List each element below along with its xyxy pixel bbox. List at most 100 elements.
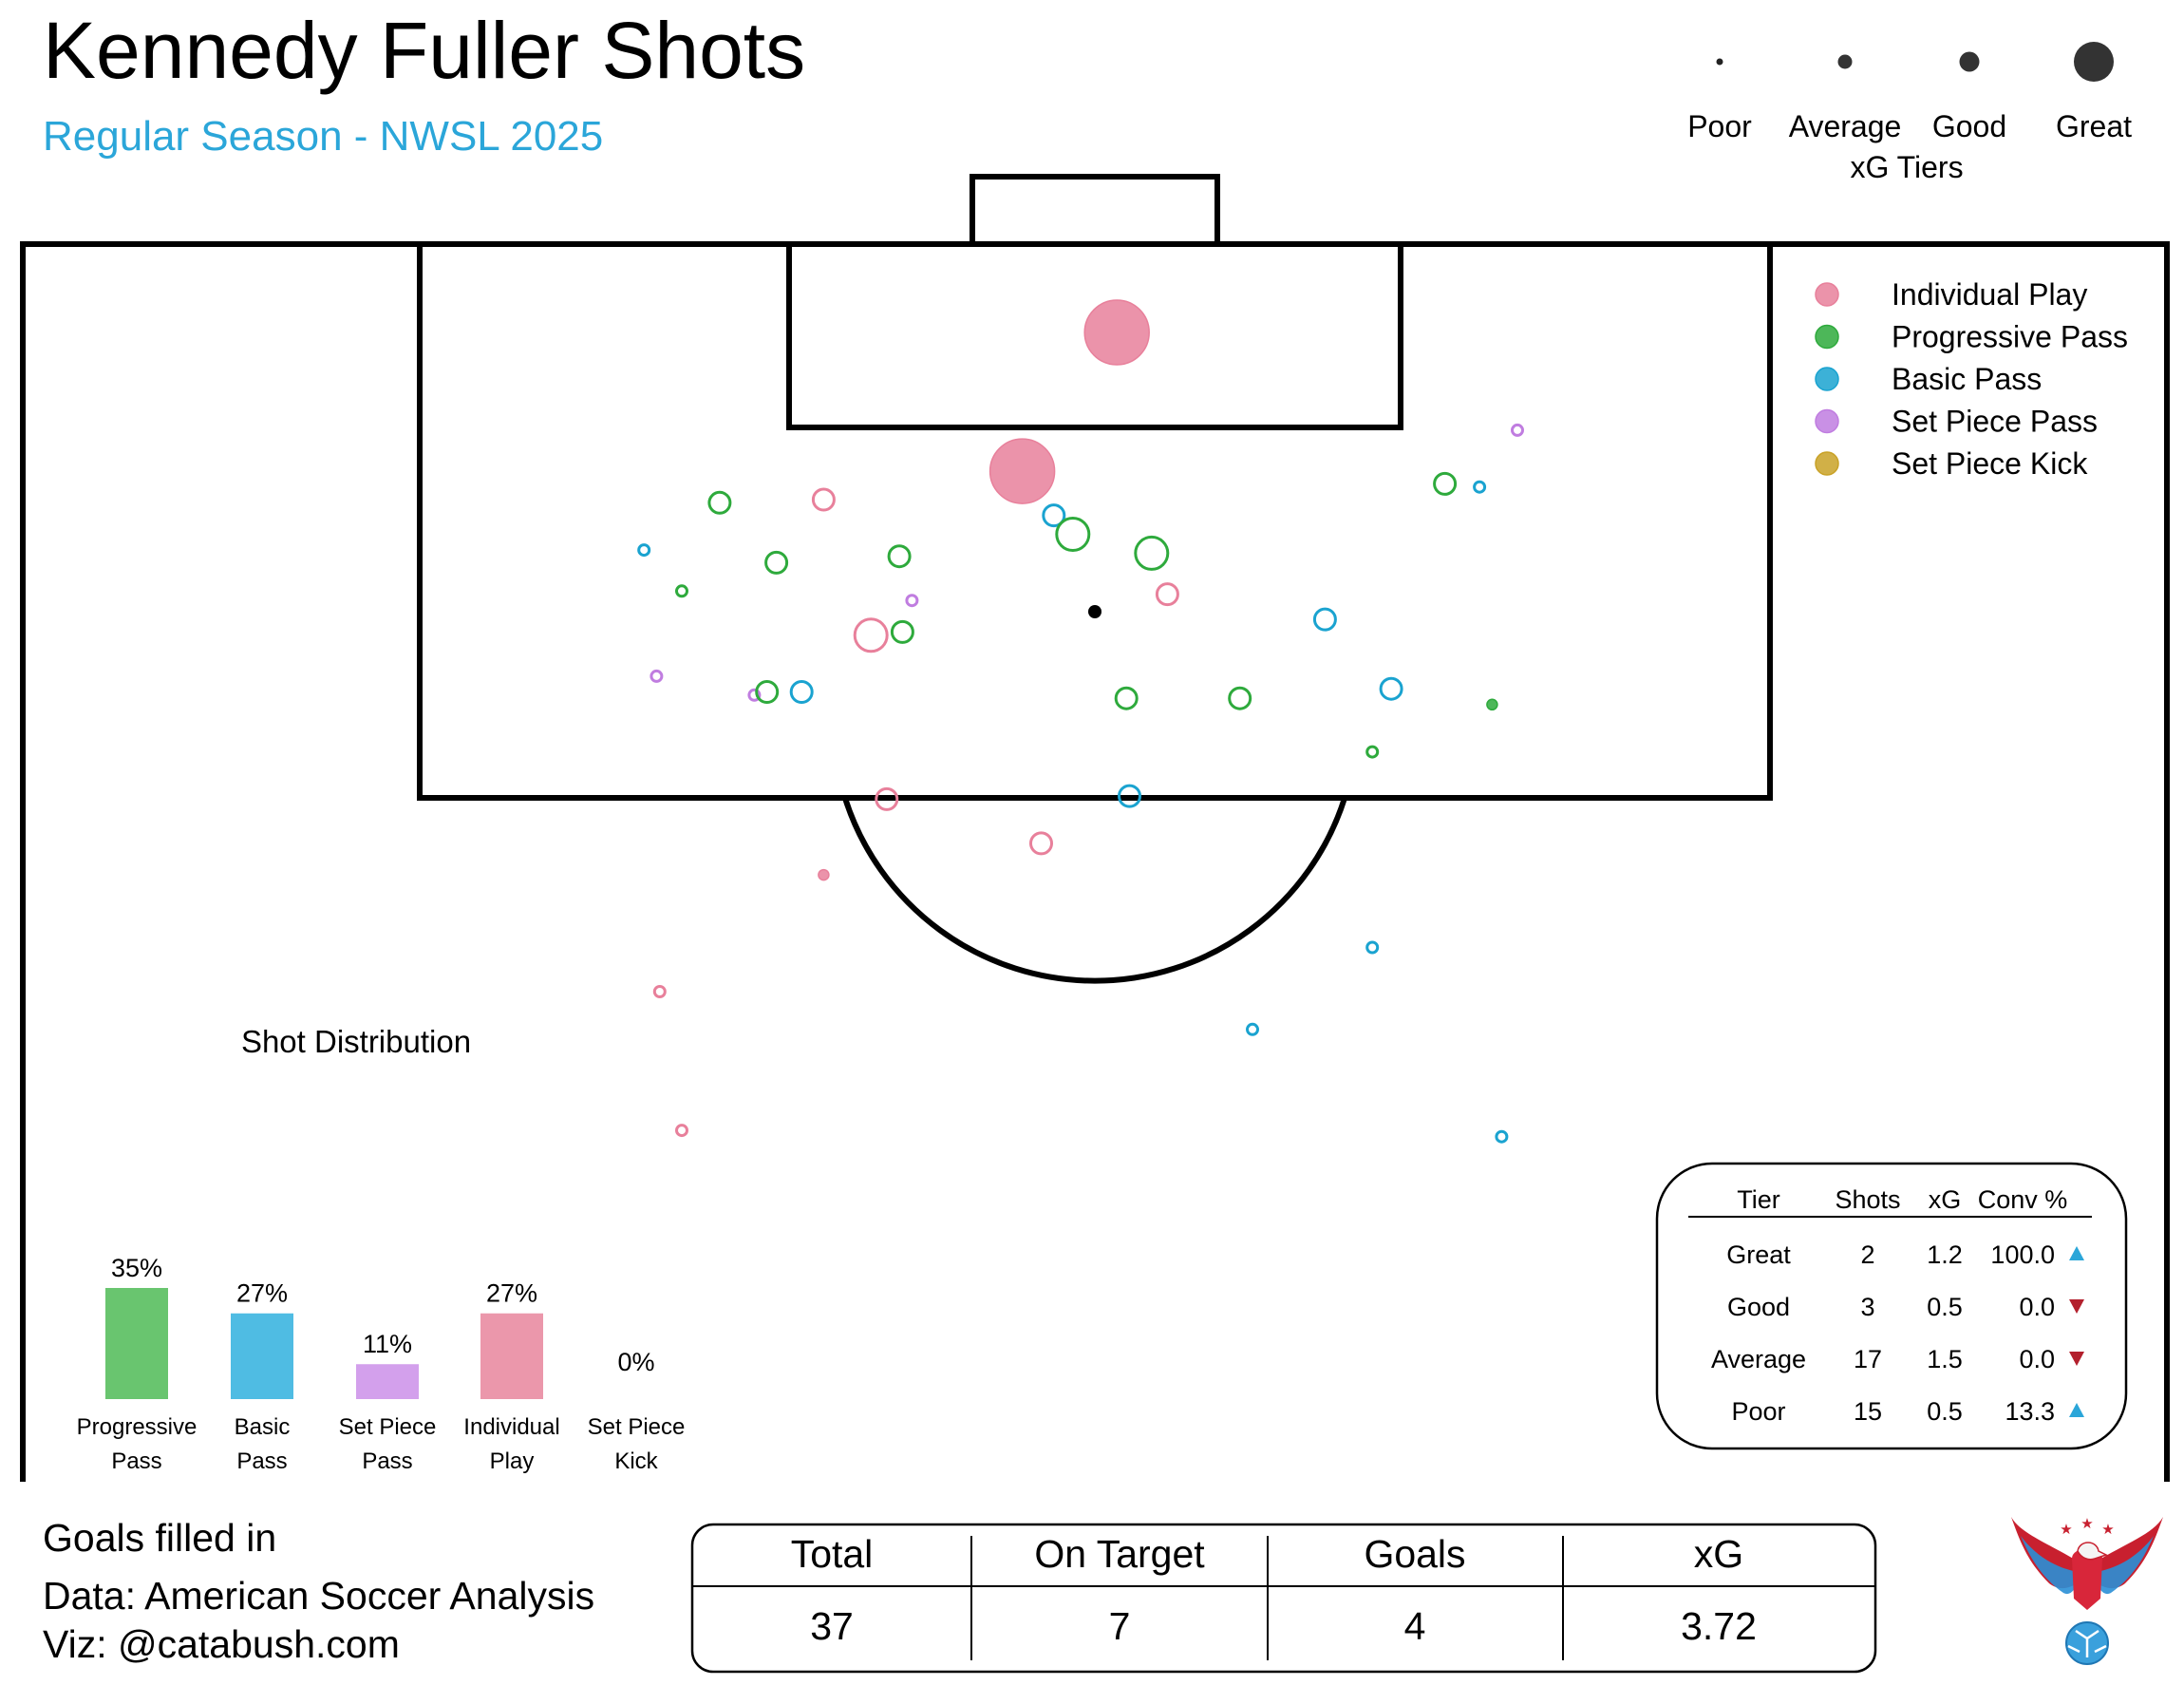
legend-label-basic-pass: Basic Pass <box>1892 362 2042 396</box>
shot-marker <box>1042 503 1066 528</box>
shot-marker <box>1511 423 1524 437</box>
shot-marker <box>818 868 830 881</box>
six-yard-box <box>786 241 1403 430</box>
distribution-category-label: Set Piece <box>588 1414 686 1440</box>
tier-table-cell: 17 <box>1854 1345 1882 1373</box>
totals-header: xG <box>1694 1532 1743 1576</box>
pitch <box>20 174 2170 1482</box>
tier-table-cell: Great <box>1726 1240 1791 1269</box>
totals-header: Goals <box>1364 1532 1465 1576</box>
distribution-category-label: Basic <box>235 1414 291 1440</box>
shot-marker <box>1055 517 1091 552</box>
shot-marker <box>905 594 919 608</box>
tier-table-cell: 3 <box>1860 1293 1874 1321</box>
shot-marker <box>747 688 762 702</box>
xg-tier-label-good: Good <box>1932 109 2006 143</box>
shot-marker <box>637 543 651 558</box>
distribution-bar <box>480 1313 543 1399</box>
page-subtitle: Regular Season - NWSL 2025 <box>43 113 603 160</box>
shot-marker <box>1134 535 1170 571</box>
shot-distribution-bars: 35% Progressive Pass 27% Basic Pass 11% Set Pie… <box>77 1254 686 1474</box>
tier-table-cell: Good <box>1727 1293 1790 1321</box>
goals-filled-note: Goals filled in <box>43 1516 276 1560</box>
distribution-bar <box>356 1364 419 1399</box>
legend-marker-individual-play <box>1815 282 1839 307</box>
xg-tier-label-poor: Poor <box>1687 109 1752 143</box>
legend-marker-basic-pass <box>1815 367 1839 391</box>
tier-table-frame <box>1655 1162 2128 1450</box>
tier-table-cell: 1.2 <box>1927 1240 1963 1269</box>
eagle-soccer-logo: ★ ★ ★ <box>2011 1516 2163 1665</box>
totals-value: 4 <box>1404 1604 1426 1648</box>
shot-marker <box>1083 299 1150 366</box>
tier-table-cell: 0.0 <box>2019 1293 2055 1321</box>
logo-right-wing-blue <box>2097 1536 2154 1595</box>
logo-star-middle: ★ <box>2080 1516 2093 1532</box>
logo-left-wing-blue <box>2021 1536 2078 1595</box>
shot-marker <box>675 1124 688 1138</box>
trend-up-icon <box>2069 1403 2084 1417</box>
distribution-value-label: 11% <box>363 1330 412 1358</box>
distribution-category-label: Play <box>490 1448 535 1474</box>
legend-label-set-piece-kick: Set Piece Kick <box>1892 446 2088 481</box>
tier-table-header: Shots <box>1835 1185 1900 1214</box>
shot-marker <box>1495 1129 1509 1144</box>
tier-table-cell: 15 <box>1854 1397 1882 1426</box>
penalty-spot <box>1088 605 1101 618</box>
xg-tier-marker-good <box>1959 51 1980 72</box>
tier-table-cell: 2 <box>1860 1240 1874 1269</box>
shot-marker <box>707 490 732 515</box>
totals-value: 37 <box>810 1604 854 1648</box>
distribution-category-label: Progressive <box>77 1414 198 1440</box>
shot-marker <box>1228 686 1252 710</box>
distribution-category-label: Set Piece <box>339 1414 437 1440</box>
totals-table: Total 37 On Target 7 Goals 4 xG 3.72 <box>690 1523 1877 1674</box>
tier-table-cell: 0.0 <box>2019 1345 2055 1373</box>
legend-label-individual-play: Individual Play <box>1892 277 2087 312</box>
tier-table-cell: Poor <box>1731 1397 1785 1426</box>
shot-marker <box>853 617 889 653</box>
shot-marker <box>755 680 780 704</box>
goal-frame <box>970 174 1220 247</box>
shot-marker <box>1365 745 1380 759</box>
tier-table-header: Tier <box>1737 1185 1780 1214</box>
shot-marker <box>1379 676 1403 701</box>
distribution-value-label: 0% <box>617 1348 654 1376</box>
tier-table-header: Conv % <box>1978 1185 2068 1214</box>
logo-star-right: ★ <box>2101 1522 2114 1538</box>
xg-tier-label-great: Great <box>2056 109 2132 143</box>
tier-summary-table: Tier Shots xG Conv % Great 2 1.2 100.0 Good 3 0.5 0… <box>1655 1162 2128 1450</box>
shot-marker <box>890 619 914 644</box>
legend-marker-progressive-pass <box>1815 324 1839 350</box>
shot-marker <box>789 680 814 704</box>
xg-tiers-legend: Poor Average Good Great xG Tiers <box>1687 42 2132 184</box>
logo-star-left: ★ <box>2060 1522 2072 1538</box>
tier-table-cell: 13.3 <box>2005 1397 2055 1426</box>
shot-markers <box>637 299 1524 1144</box>
distribution-bar <box>105 1288 168 1399</box>
shot-distribution-title: Shot Distribution <box>241 1024 471 1059</box>
logo-eagle-body <box>2072 1548 2102 1610</box>
shot-marker <box>1246 1022 1259 1036</box>
xg-tier-marker-poor <box>1716 58 1723 66</box>
tier-table-cell: 0.5 <box>1927 1397 1963 1426</box>
tier-table-cell: 1.5 <box>1927 1345 1963 1373</box>
shot-marker <box>1433 471 1458 496</box>
shot-marker <box>652 985 667 998</box>
shot-marker <box>650 669 664 683</box>
trend-up-icon <box>2069 1246 2084 1260</box>
shot-marker <box>1155 582 1179 607</box>
totals-value: 7 <box>1109 1604 1131 1648</box>
distribution-category-label: Individual <box>463 1414 559 1440</box>
legend-label-progressive-pass: Progressive Pass <box>1892 320 2128 354</box>
page-title: Kennedy Fuller Shots <box>43 6 805 95</box>
totals-header: On Target <box>1034 1532 1205 1576</box>
logo-eagle-head <box>2077 1542 2108 1561</box>
distribution-category-label: Pass <box>111 1448 161 1474</box>
distribution-category-label: Kick <box>614 1448 658 1474</box>
shot-marker <box>1486 698 1498 711</box>
shot-marker <box>1473 480 1487 494</box>
legend-marker-set-piece-kick <box>1815 451 1839 476</box>
shot-marker <box>764 550 789 575</box>
